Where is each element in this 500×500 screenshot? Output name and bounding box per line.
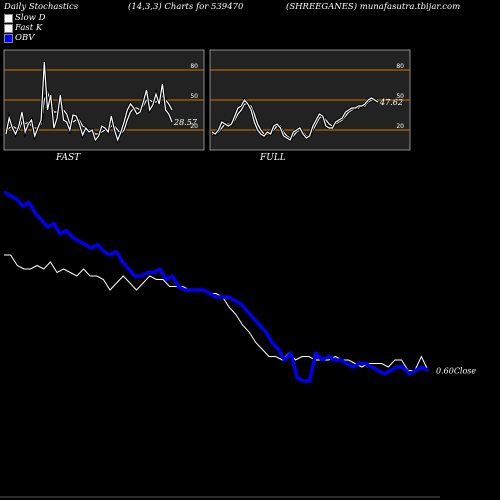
header-left: Daily Stochastics [4, 2, 79, 12]
header-right: (SHREEGANES) munafasutra.tbijar.com [286, 2, 461, 12]
legend-item-fast-k: Fast K [4, 23, 42, 33]
fast-tick-label: 20 [190, 123, 198, 130]
full-fast-k-line [211, 97, 379, 141]
full-panel-title: FULL [259, 153, 286, 163]
legend-swatch-blue [4, 33, 13, 43]
legend-label-slow-d: Slow D [15, 13, 46, 23]
close-line [4, 254, 429, 371]
full-tick-label: 20 [396, 123, 404, 130]
close-value-suffix: Close [454, 367, 477, 376]
fast-panel-title: FAST [55, 153, 81, 163]
header-center: (14,3,3) Charts for 539470 [128, 2, 244, 12]
full-last-value: 47.62 [379, 98, 403, 107]
full-tick-label: 80 [396, 63, 404, 70]
legend-item-obv: OBV [4, 33, 34, 43]
legend-label-obv: OBV [15, 33, 35, 43]
fast-tick-label: 80 [190, 63, 198, 70]
obv-line [3, 190, 429, 383]
close-last-value: 0.60Close [436, 367, 476, 376]
fast-fast-k-line [5, 61, 173, 142]
legend-label-fast-k: Fast K [15, 23, 43, 33]
legend-item-slow-d: Slow D [4, 13, 45, 23]
full-tick-label: 50 [396, 93, 404, 100]
legend-swatch-white [4, 13, 13, 23]
legend-swatch-white [4, 23, 13, 33]
fast-tick-label: 50 [190, 93, 198, 100]
fast-last-value: 28.57 [173, 118, 198, 127]
close-value-number: 0.60 [436, 367, 454, 376]
full-slow-d-line [212, 99, 378, 139]
